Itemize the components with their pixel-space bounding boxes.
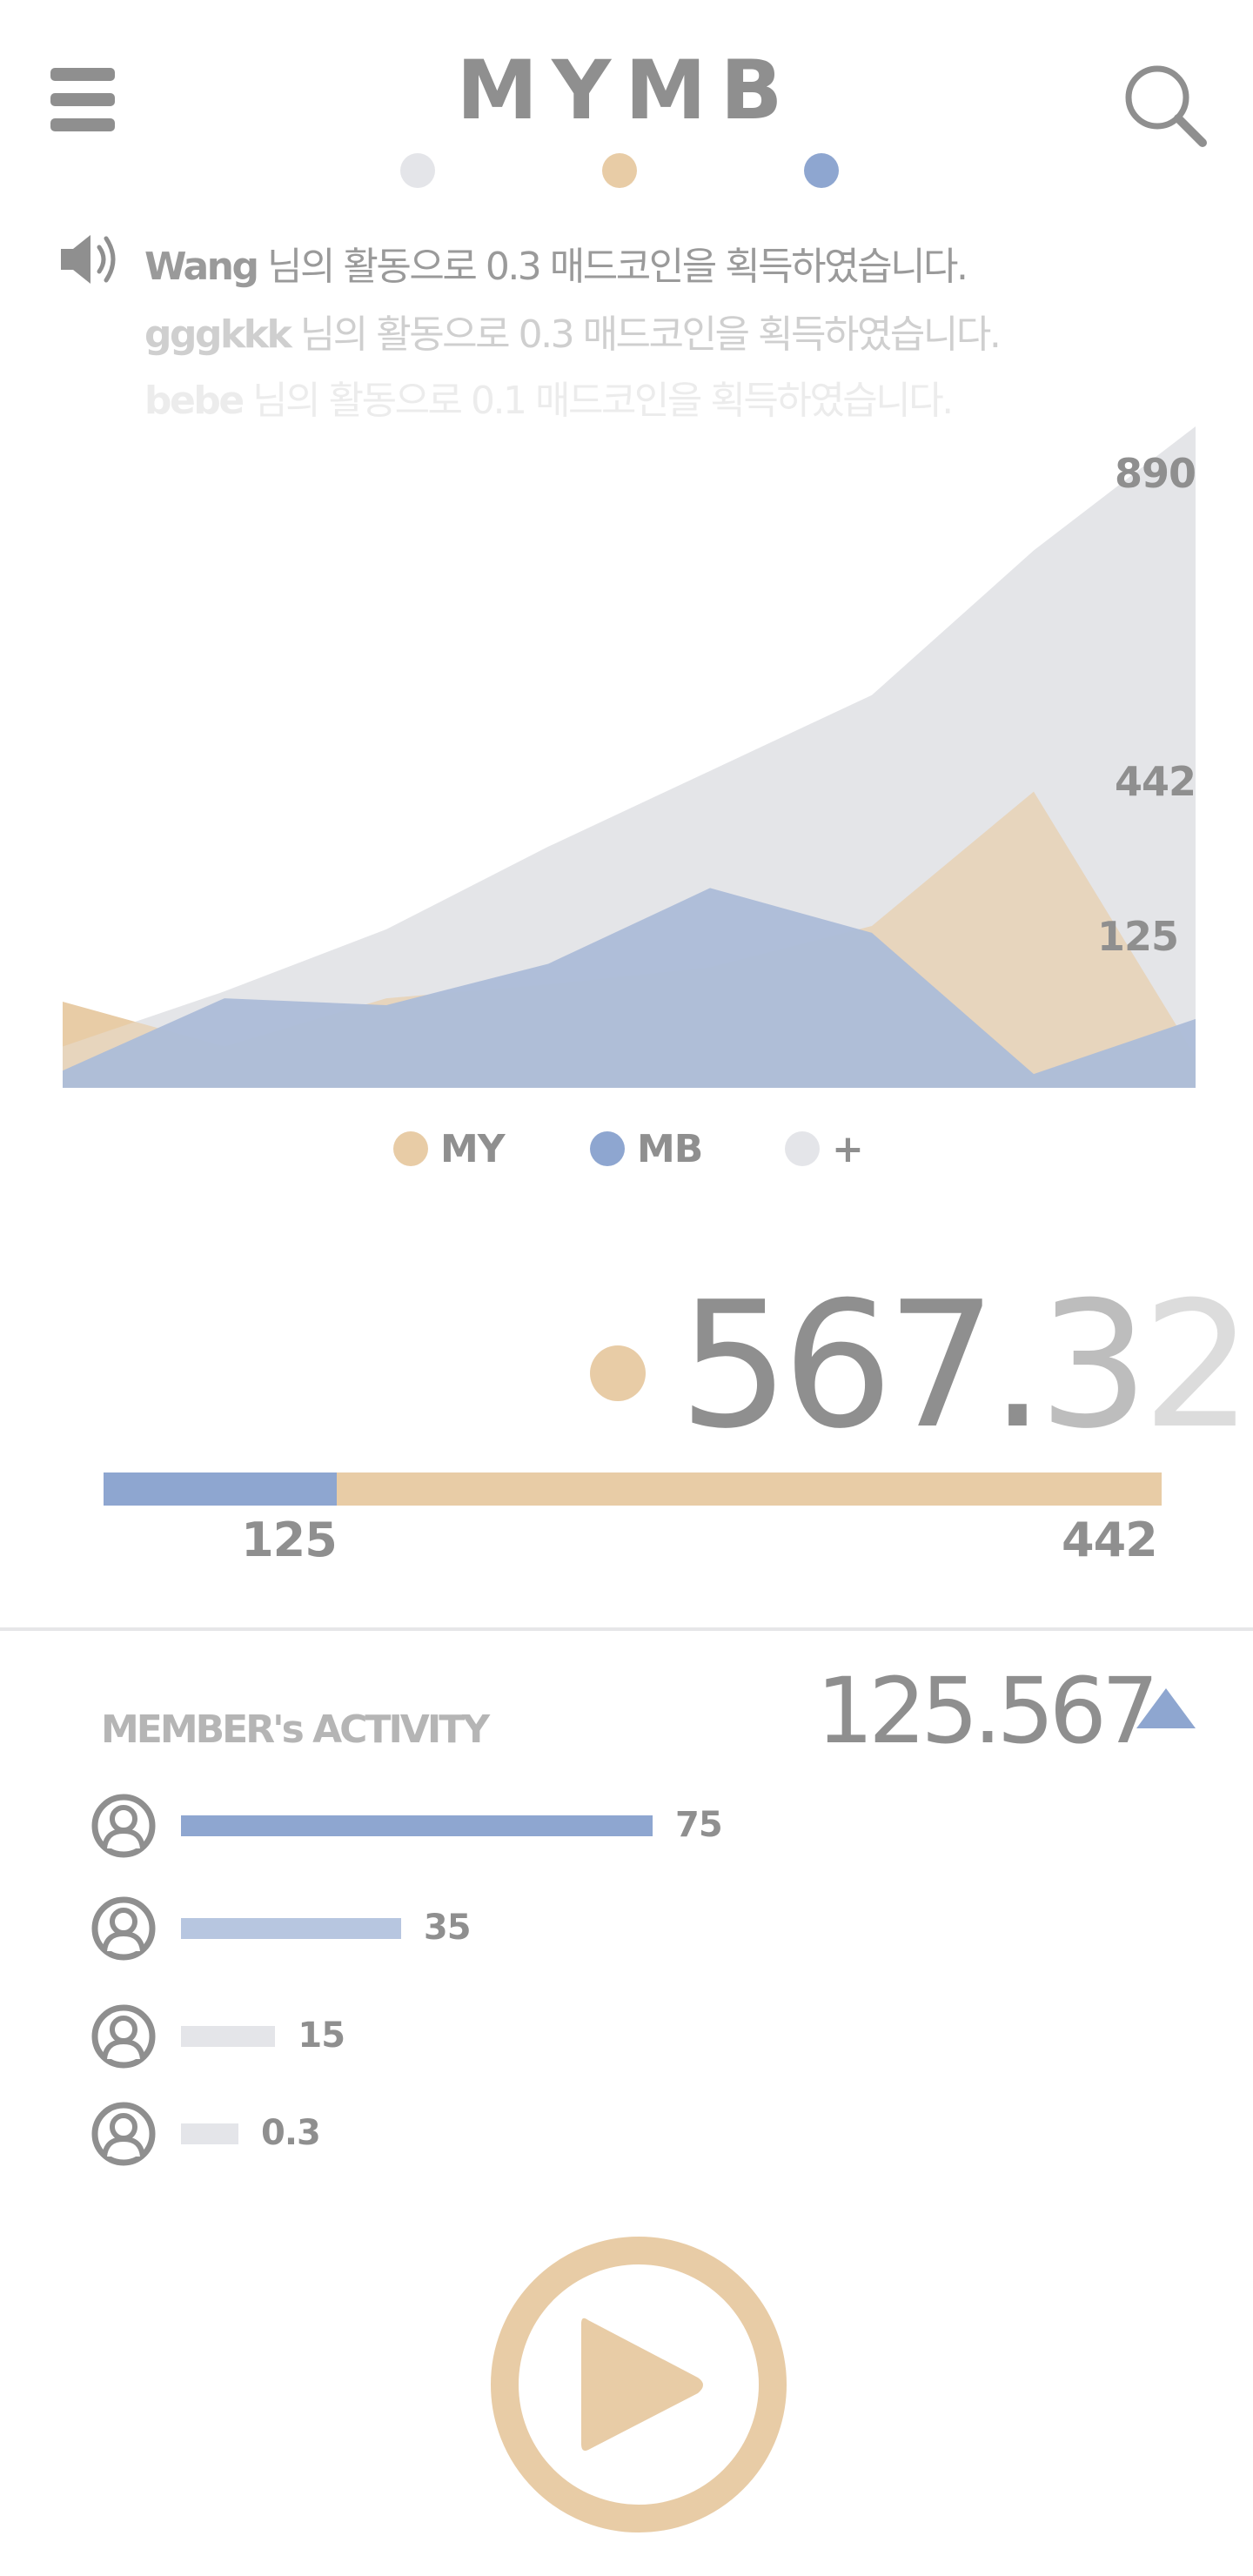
series-area-mb [63, 888, 1196, 1088]
balance-value: 567.32 [679, 1279, 1253, 1453]
page-dot-2[interactable] [602, 153, 637, 188]
speaker-icon [61, 235, 116, 284]
member-activity-row: 35 [0, 1895, 1253, 1965]
balance-main: 567. [679, 1265, 1045, 1467]
hamburger-menu-icon[interactable] [50, 68, 115, 132]
chart-legend: MY MB + [0, 1123, 1253, 1175]
page-dot-1[interactable] [400, 153, 435, 188]
feed-message: 님의 활동으로 0.1 매드코인을 획득하였습니다. [242, 379, 954, 423]
feed-item: gggkkk 님의 활동으로 0.3 매드코인을 획득하였습니다. [144, 303, 1002, 359]
page-indicator [0, 153, 1253, 188]
balance-decimal-1: 3 [1038, 1265, 1149, 1467]
balance-decimal-2: 2 [1142, 1265, 1253, 1467]
feed-message: 님의 활동으로 0.3 매드코인을 획득하였습니다. [257, 245, 968, 289]
member-activity-row: 75 [0, 1793, 1253, 1862]
activity-bar [181, 1815, 653, 1836]
balance-split-bar [104, 1472, 1162, 1506]
legend-label: MY [440, 1126, 506, 1171]
balance-dot [590, 1345, 646, 1401]
legend-label: + [832, 1126, 864, 1171]
feed-user: bebe [144, 379, 245, 423]
feed-item: bebe 님의 활동으로 0.1 매드코인을 획득하였습니다. [144, 369, 954, 425]
feed-message: 님의 활동으로 0.3 매드코인을 획득하였습니다. [290, 312, 1002, 357]
member-activity-row: 15 [0, 2003, 1253, 2073]
chart-data-label: 125 [1097, 913, 1178, 960]
activity-value: 35 [423, 1908, 472, 1948]
series-overlay-plus [63, 426, 1196, 1088]
user-avatar-icon [91, 1794, 156, 1858]
activity-total: 125.567 [816, 1658, 1159, 1764]
legend-item-mb: MB [590, 1123, 703, 1175]
legend-dot-my [393, 1131, 428, 1166]
section-title: MEMBER's ACTIVITY [101, 1707, 490, 1752]
split-segment-mb [104, 1472, 338, 1506]
member-activity-row: 0.3 [0, 2101, 1253, 2170]
activity-bar [181, 2123, 238, 2144]
search-icon[interactable] [1121, 61, 1208, 148]
page-dot-3[interactable] [804, 153, 839, 188]
feed-item: Wang 님의 활동으로 0.3 매드코인을 획득하였습니다. [144, 235, 968, 291]
user-avatar-icon [91, 2004, 156, 2069]
feed-user: gggkkk [144, 312, 292, 357]
activity-value: 0.3 [261, 2113, 321, 2153]
legend-item-my: MY [393, 1123, 506, 1175]
activity-bar [181, 2026, 276, 2047]
feed-user: Wang [144, 245, 259, 289]
activity-value: 75 [675, 1805, 723, 1845]
legend-dot-plus [785, 1131, 820, 1166]
split-segment-my [337, 1472, 1162, 1506]
legend-label: MB [637, 1126, 703, 1171]
area-chart: 890 442 125 [63, 426, 1196, 1088]
user-avatar-icon [91, 1896, 156, 1961]
play-button[interactable] [491, 2237, 787, 2532]
section-divider [0, 1627, 1253, 1631]
triangle-up-icon [1136, 1688, 1196, 1728]
chart-data-label: 442 [1115, 758, 1196, 805]
legend-item-plus: + [785, 1123, 864, 1175]
split-right-value: 442 [1062, 1513, 1158, 1567]
chart-data-label: 890 [1115, 450, 1196, 497]
split-left-value: 125 [241, 1513, 338, 1567]
legend-dot-mb [590, 1131, 625, 1166]
activity-value: 15 [298, 2016, 345, 2056]
user-avatar-icon [91, 2102, 156, 2166]
activity-bar [181, 1918, 401, 1939]
app-title: MYMB [456, 44, 797, 138]
